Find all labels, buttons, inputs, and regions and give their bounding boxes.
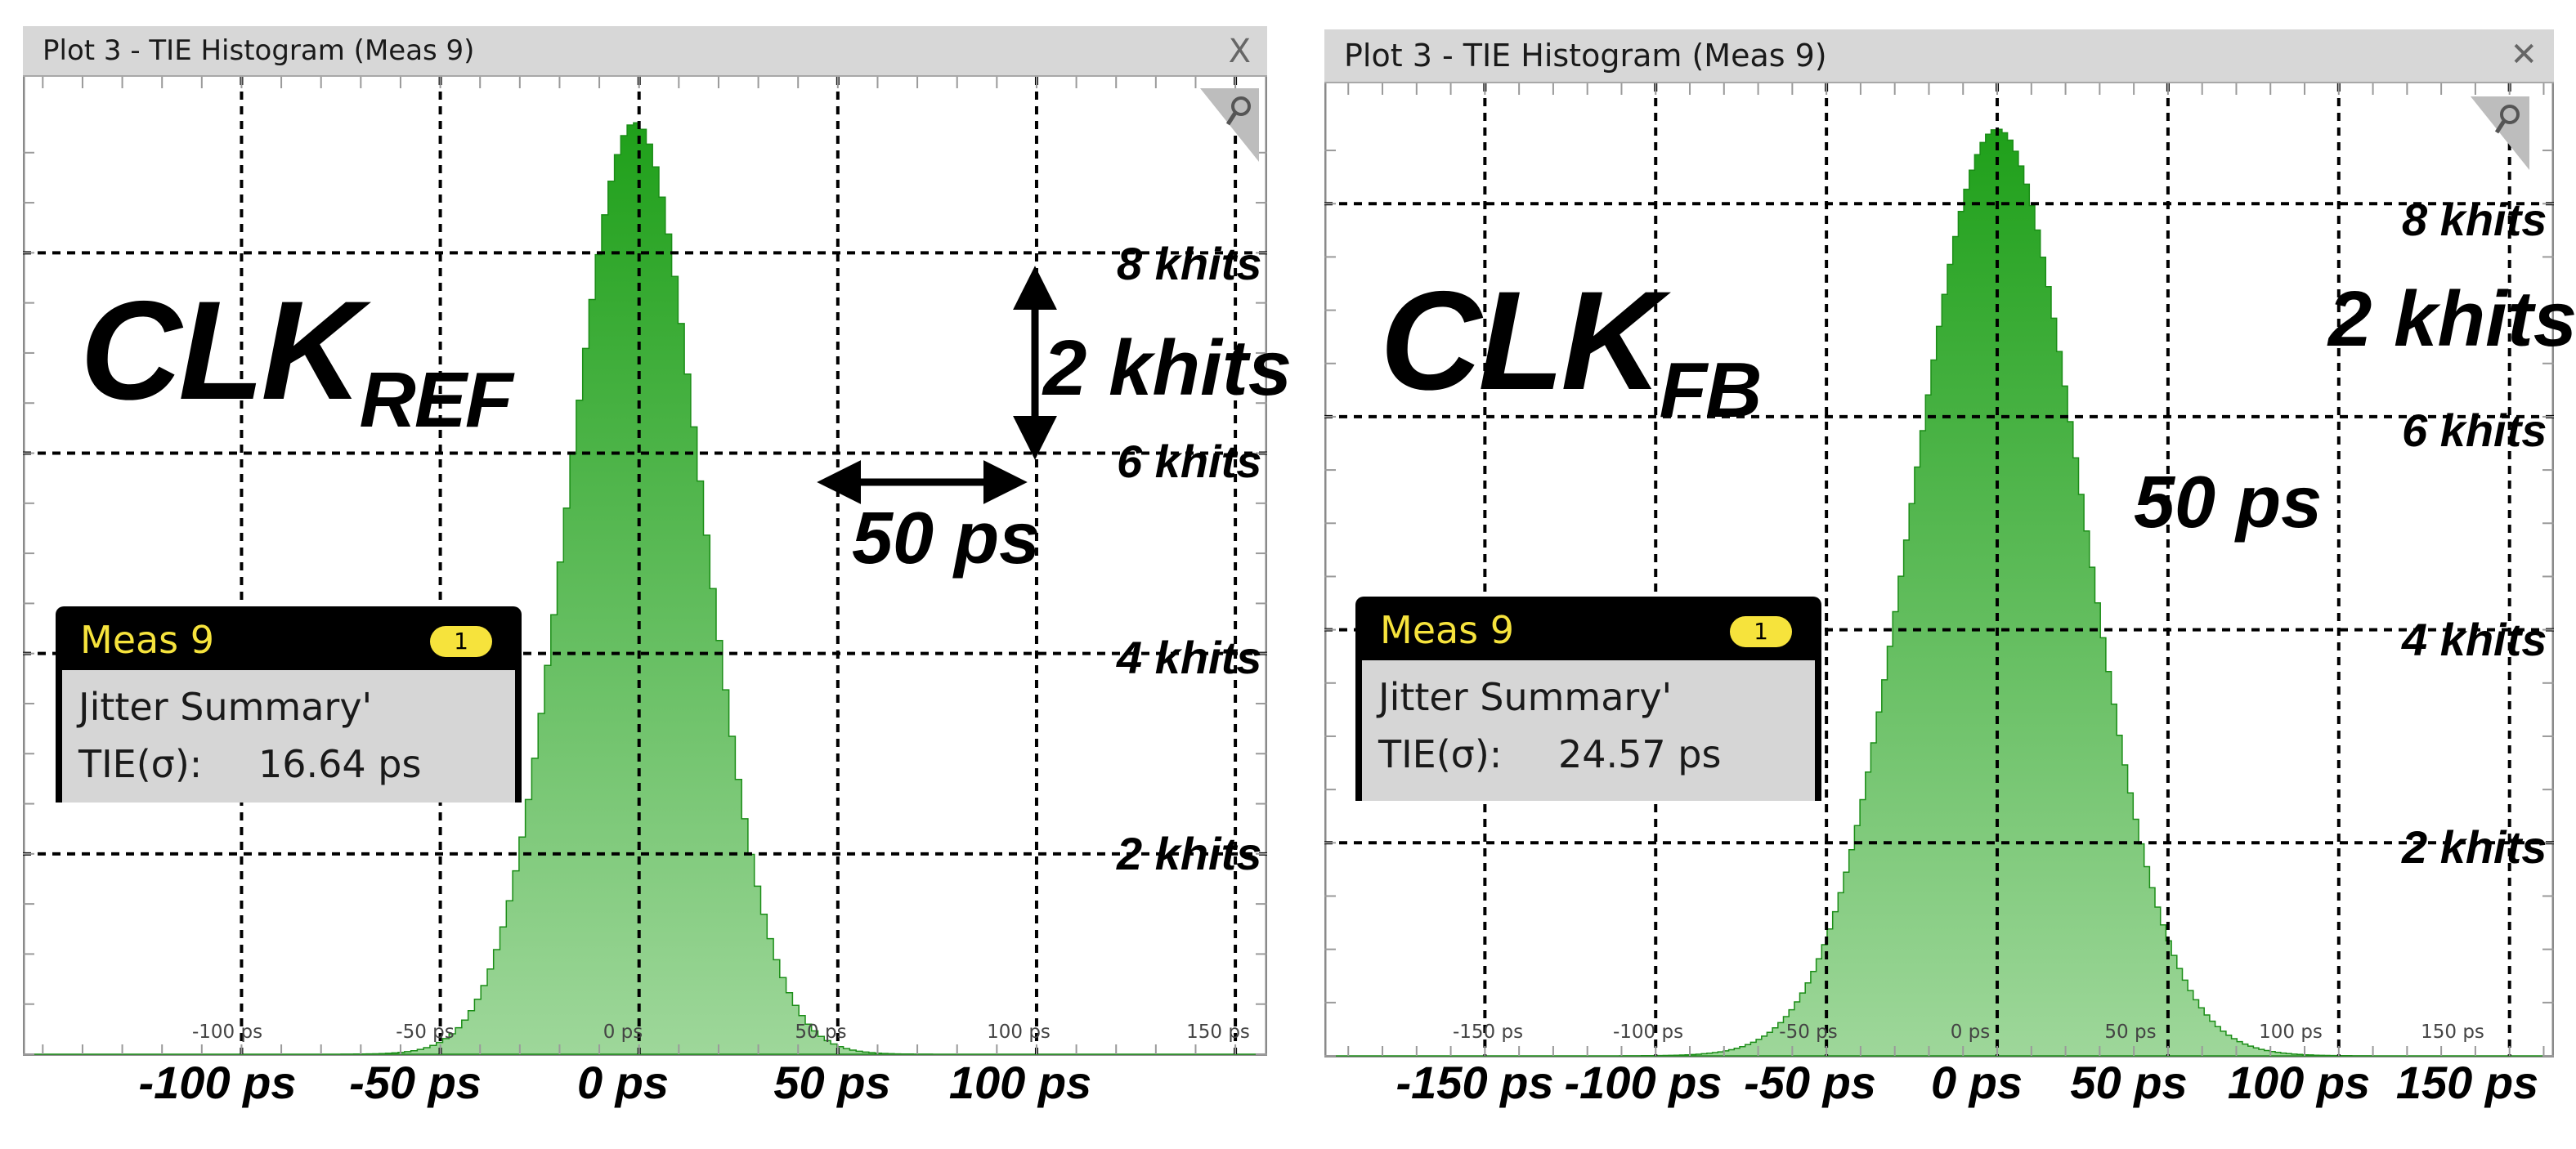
signal-label-fb: CLKFB: [1380, 262, 1762, 434]
inner-tick-label: 150 ps: [2421, 1022, 2484, 1043]
x-label: -100 ps: [1564, 1057, 1723, 1108]
zoom-icon[interactable]: [2471, 96, 2529, 170]
window-title: Plot 3 - TIE Histogram (Meas 9): [1344, 38, 1827, 74]
tie-readout: TIE(σ): 24.57 ps: [1378, 732, 1721, 776]
vertical-scale-annotation: 2 khits: [2328, 275, 2576, 363]
inner-tick-label: -50 ps: [396, 1022, 455, 1043]
inner-tick-label: 0 ps: [1950, 1022, 1991, 1043]
signal-label-ref: CLKREF: [80, 272, 513, 444]
inner-tick-label: 100 ps: [2259, 1022, 2323, 1043]
x-label: 50 ps: [2070, 1057, 2188, 1108]
histogram-panel-ref: Plot 3 - TIE Histogram (Meas 9) X: [23, 26, 1267, 1056]
window-title: Plot 3 - TIE Histogram (Meas 9): [43, 34, 475, 67]
close-icon[interactable]: ✕: [2510, 36, 2538, 74]
x-label: 100 ps: [948, 1057, 1092, 1108]
inner-tick-label: -50 ps: [1779, 1022, 1838, 1043]
x-label: 50 ps: [773, 1057, 891, 1108]
y-label-2k: 2 khits: [1117, 828, 1262, 879]
meas-title: Meas 9: [80, 618, 215, 662]
y-label-8k: 8 khits: [2402, 194, 2547, 245]
meas-header: Meas 9 1: [56, 606, 522, 670]
inner-tick-label: -100 ps: [1612, 1022, 1684, 1043]
plot-area-ref: [23, 26, 1267, 1056]
x-label: 150 ps: [2395, 1057, 2539, 1108]
x-label: 0 ps: [576, 1057, 670, 1108]
meas-header: Meas 9 1: [1355, 597, 1821, 660]
horizontal-scale-annotation: 50 ps: [852, 498, 1041, 579]
histogram-panel-fb: Plot 3 - TIE Histogram (Meas 9) ✕: [1324, 29, 2554, 1057]
y-label-6k: 6 khits: [1117, 436, 1262, 487]
x-label: 0 ps: [1930, 1057, 2023, 1108]
close-icon[interactable]: X: [1228, 33, 1251, 70]
x-label: -50 ps: [349, 1057, 482, 1108]
histogram-series: [1324, 128, 2554, 1057]
x-label: -150 ps: [1396, 1057, 1554, 1108]
plot-area-fb: [1324, 29, 2554, 1057]
tie-value: 24.57 ps: [1558, 732, 1722, 776]
meas-badge-ref[interactable]: Meas 9 1 Jitter Summary' TIE(σ): 16.64 p…: [56, 606, 522, 803]
inner-tick-label: -100 ps: [191, 1022, 263, 1043]
zoom-icon[interactable]: [1200, 88, 1259, 162]
x-label: 100 ps: [2227, 1057, 2371, 1108]
y-label-8k: 8 khits: [1117, 238, 1262, 289]
y-label-6k: 6 khits: [2402, 405, 2547, 456]
tie-label: TIE(σ):: [78, 742, 203, 786]
horizontal-scale-annotation: 50 ps: [2134, 462, 2323, 543]
x-label: -100 ps: [138, 1057, 297, 1108]
inner-tick-label: 50 ps: [2104, 1022, 2157, 1043]
meas-count-badge: 1: [1730, 616, 1792, 647]
meas-body: Jitter Summary' TIE(σ): 16.64 ps: [62, 670, 515, 803]
meas-count-badge: 1: [430, 626, 492, 657]
jitter-summary-label: Jitter Summary': [78, 685, 373, 729]
histogram-series: [23, 122, 1267, 1055]
inner-tick-label: 50 ps: [795, 1022, 847, 1043]
meas-badge-fb[interactable]: Meas 9 1 Jitter Summary' TIE(σ): 24.57 p…: [1355, 597, 1821, 801]
jitter-summary-label: Jitter Summary': [1378, 675, 1673, 719]
window-titlebar[interactable]: Plot 3 - TIE Histogram (Meas 9) ✕: [1324, 29, 2554, 83]
x-label: -50 ps: [1744, 1057, 1876, 1108]
meas-body: Jitter Summary' TIE(σ): 24.57 ps: [1362, 660, 1815, 801]
y-label-4k: 4 khits: [1117, 632, 1262, 683]
inner-tick-label: 0 ps: [603, 1022, 643, 1043]
inner-tick-label: 150 ps: [1186, 1022, 1250, 1043]
inner-tick-label: 100 ps: [987, 1022, 1051, 1043]
y-label-2k: 2 khits: [2402, 821, 2547, 873]
tie-readout: TIE(σ): 16.64 ps: [78, 742, 421, 786]
tie-value: 16.64 ps: [258, 742, 422, 786]
meas-title: Meas 9: [1380, 608, 1515, 652]
inner-tick-label: -150 ps: [1452, 1022, 1524, 1043]
vertical-scale-annotation: 2 khits: [1043, 324, 1292, 412]
tie-label: TIE(σ):: [1378, 732, 1503, 776]
window-titlebar[interactable]: Plot 3 - TIE Histogram (Meas 9) X: [23, 26, 1267, 77]
y-label-4k: 4 khits: [2402, 614, 2547, 665]
